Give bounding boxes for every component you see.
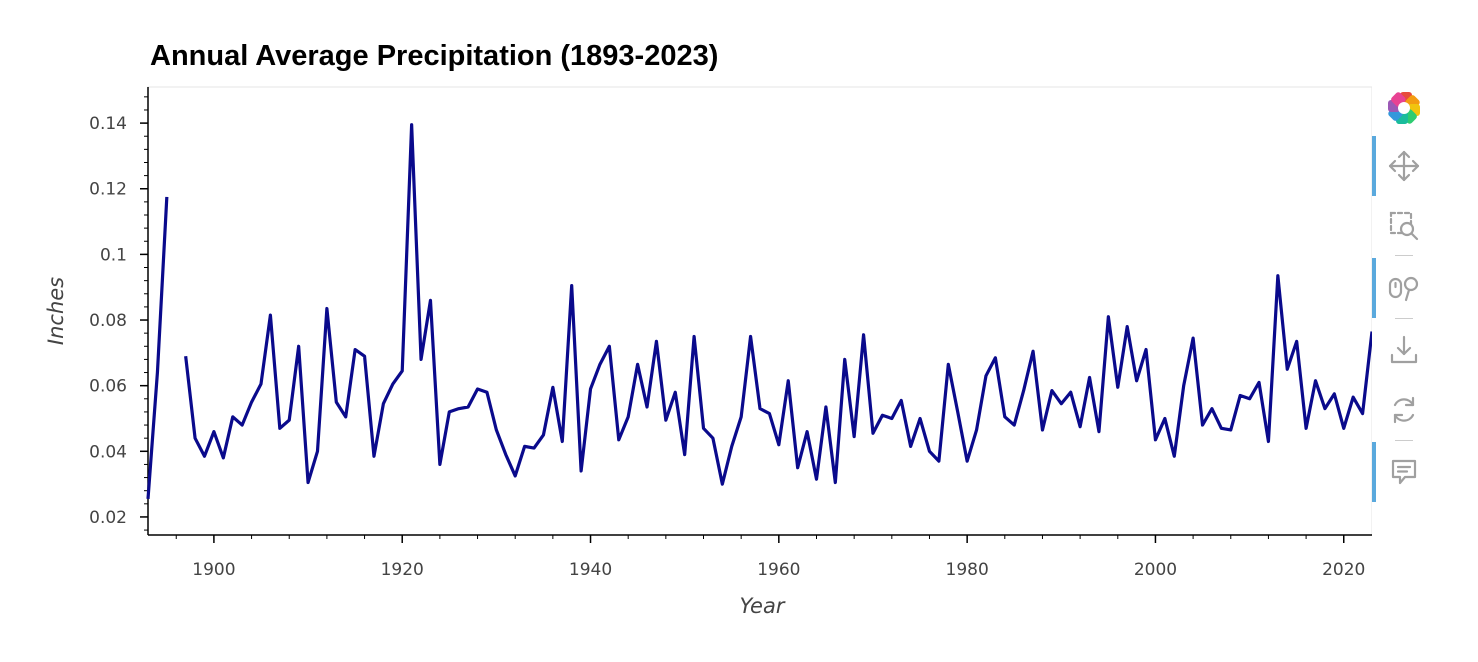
- plot-frame: [147, 86, 1372, 536]
- x-axis-title: Year: [740, 594, 786, 618]
- line-chart[interactable]: 0.02 0.04 0.06 0.08 0.1 0.12 0.14 1900 1920 1940…: [0, 0, 1372, 662]
- save-icon[interactable]: [1384, 330, 1424, 370]
- wheel-zoom-tool-active-indicator: [1372, 258, 1376, 318]
- x-axis: 1900 1920 1940 1960 1980 2000 2020: [148, 534, 1372, 580]
- y-tick-label: 0.14: [89, 114, 127, 134]
- y-axis: 0.02 0.04 0.06 0.08 0.1 0.12 0.14: [89, 87, 149, 535]
- x-tick-label: 1980: [946, 560, 989, 580]
- x-tick-label: 1900: [192, 560, 235, 580]
- toolbar-separator: [1395, 440, 1413, 441]
- reset-icon[interactable]: [1384, 390, 1424, 430]
- x-tick-label: 1960: [757, 560, 800, 580]
- box-zoom-icon[interactable]: [1384, 206, 1424, 246]
- y-tick-label: 0.02: [89, 508, 127, 528]
- x-tick-label: 2000: [1134, 560, 1177, 580]
- chart-title: Annual Average Precipitation (1893-2023): [150, 40, 719, 72]
- pan-icon[interactable]: [1384, 146, 1424, 186]
- pan-tool-active-indicator: [1372, 136, 1376, 196]
- x-tick-label: 1940: [569, 560, 612, 580]
- y-tick-label: 0.1: [100, 245, 127, 265]
- toolbar-separator: [1395, 318, 1413, 319]
- y-tick-label: 0.06: [89, 377, 127, 397]
- x-tick-label: 1920: [381, 560, 424, 580]
- wheel-zoom-icon[interactable]: [1384, 268, 1424, 308]
- bokeh-logo-icon[interactable]: [1382, 86, 1426, 130]
- y-tick-label: 0.08: [89, 311, 127, 331]
- toolbar-separator: [1395, 255, 1413, 256]
- x-tick-label: 2020: [1322, 560, 1365, 580]
- y-axis-title: Inches: [44, 277, 68, 345]
- chart-toolbar: [1372, 80, 1432, 520]
- hover-tool-active-indicator: [1372, 442, 1376, 502]
- y-tick-label: 0.04: [89, 442, 127, 462]
- series-line-segment[interactable]: [184, 123, 1372, 486]
- series-layer: [146, 123, 1372, 500]
- series-line-segment[interactable]: [146, 196, 169, 500]
- y-tick-label: 0.12: [89, 180, 127, 200]
- hover-icon[interactable]: [1384, 452, 1424, 492]
